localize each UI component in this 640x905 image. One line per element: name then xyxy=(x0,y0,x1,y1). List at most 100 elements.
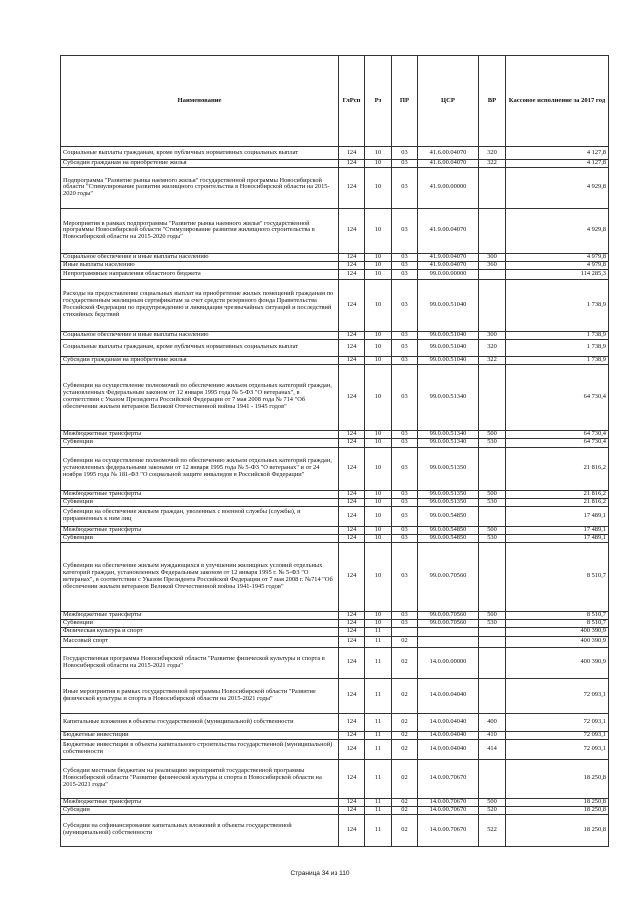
code-cell: 500 xyxy=(478,489,506,499)
code-cell: 03 xyxy=(391,533,418,543)
code-cell: 03 xyxy=(391,429,418,439)
code-cell: 03 xyxy=(391,446,418,491)
code-cell: 11 xyxy=(364,813,392,847)
code-cell: 10 xyxy=(364,146,392,160)
code-cell: 03 xyxy=(391,541,418,612)
code-cell: 99.0.00.51040 xyxy=(417,355,479,365)
code-cell: 124 xyxy=(338,446,365,491)
code-cell: 410 xyxy=(478,730,506,740)
amount: 18 250,8 xyxy=(505,758,609,799)
code-cell: 300 xyxy=(478,252,506,262)
code-cell: 530 xyxy=(478,618,506,628)
item-name: Непрограммные направления областного бюд… xyxy=(60,268,339,280)
code-cell: 14.0.00.04040 xyxy=(417,712,479,732)
item-name: Социальное обеспечение и иные выплаты на… xyxy=(60,330,339,340)
item-name: Иные выплаты населению xyxy=(60,260,339,270)
code-cell: 02 xyxy=(391,758,418,799)
amount: 72 093,1 xyxy=(505,677,609,714)
code-cell: 500 xyxy=(478,610,506,620)
code-cell: 10 xyxy=(364,497,392,507)
code-cell: 03 xyxy=(391,505,418,527)
code-cell: 124 xyxy=(338,429,365,439)
code-cell: 10 xyxy=(364,252,392,262)
item-name: Субсидии местным бюджетам на реализацию … xyxy=(60,758,339,799)
code-cell: 124 xyxy=(338,159,365,168)
table-row: Бюджетные инвестиции 124 11 02 14.0.00.04040… xyxy=(60,730,609,740)
code-cell xyxy=(478,541,506,612)
code-cell xyxy=(391,626,418,637)
item-name: Субсидии xyxy=(60,805,339,815)
item-name: Физическая культура и спорт xyxy=(60,626,339,637)
code-cell: 10 xyxy=(364,618,392,628)
header-cell: Наименование xyxy=(60,55,339,147)
budget-table: Наименование ГлРсп Рз ПР ЦСР ВР Кассовое испол… xyxy=(60,55,609,847)
code-cell: 124 xyxy=(338,533,365,543)
code-cell: 10 xyxy=(364,505,392,527)
table-row: Межбюджетные трансферты 124 10 03 99.0.00.51… xyxy=(60,429,609,439)
code-cell xyxy=(478,166,506,209)
code-cell: 99.0.00.51340 xyxy=(417,437,479,448)
table-row: Бюджетные инвестиции в объекты капитальн… xyxy=(60,738,609,760)
table-row: Субсидии гражданам на приобретение жилья… xyxy=(60,159,609,168)
code-cell xyxy=(478,278,506,332)
amount: 1 738,9 xyxy=(505,355,609,365)
code-cell: 10 xyxy=(364,260,392,270)
code-cell xyxy=(478,207,506,254)
code-cell xyxy=(478,626,506,637)
code-cell: 99.0.00.54850 xyxy=(417,533,479,543)
code-cell: 300 xyxy=(478,330,506,340)
item-name: Социальное обеспечение и иные выплаты на… xyxy=(60,252,339,262)
code-cell: 11 xyxy=(364,635,392,648)
header-cell: ГлРсп xyxy=(338,55,365,147)
code-cell: 10 xyxy=(364,159,392,168)
table-row: Субсидии гражданам на приобретение жилья… xyxy=(60,355,609,365)
table-row: Социальные выплаты гражданам, кроме публ… xyxy=(60,338,609,357)
code-cell: 02 xyxy=(391,712,418,732)
amount: 400 390,9 xyxy=(505,646,609,679)
code-cell: 124 xyxy=(338,618,365,628)
item-name: Межбюджетные трансферты xyxy=(60,797,339,807)
item-name: Капитальные вложения в объекты государст… xyxy=(60,712,339,732)
code-cell: 10 xyxy=(364,429,392,439)
code-cell: 03 xyxy=(391,166,418,209)
code-cell: 14.0.00.70670 xyxy=(417,758,479,799)
code-cell: 11 xyxy=(364,730,392,740)
code-cell: 11 xyxy=(364,797,392,807)
amount: 114 285,3 xyxy=(505,268,609,280)
code-cell: 03 xyxy=(391,610,418,620)
amount: 21 816,2 xyxy=(505,446,609,491)
code-cell: 03 xyxy=(391,260,418,270)
item-name: Социальные выплаты гражданам, кроме публ… xyxy=(60,146,339,160)
code-cell: 11 xyxy=(364,712,392,732)
amount: 1 738,9 xyxy=(505,338,609,357)
code-cell: 03 xyxy=(391,497,418,507)
code-cell: 99.0.00.51350 xyxy=(417,489,479,499)
code-cell: 10 xyxy=(364,207,392,254)
table-row: Физическая культура и спорт 124 11 400 390,… xyxy=(60,626,609,637)
table-row: Субвенции на обеспечение жильем граждан,… xyxy=(60,505,609,527)
code-cell: 322 xyxy=(478,159,506,168)
code-cell: 11 xyxy=(364,738,392,760)
amount: 4 979,8 xyxy=(505,260,609,270)
code-cell: 03 xyxy=(391,278,418,332)
table-row: Субвенции 124 10 03 99.0.00.51340 530 64 730,4 xyxy=(60,437,609,448)
amount: 72 093,1 xyxy=(505,730,609,740)
code-cell: 03 xyxy=(391,363,418,431)
code-cell: 500 xyxy=(478,525,506,535)
code-cell: 530 xyxy=(478,497,506,507)
amount: 21 816,2 xyxy=(505,489,609,499)
code-cell: 03 xyxy=(391,618,418,628)
table-row: Субвенции на обеспечение жильем нуждающи… xyxy=(60,541,609,612)
amount: 4 979,8 xyxy=(505,252,609,262)
code-cell xyxy=(478,505,506,527)
code-cell: 124 xyxy=(338,712,365,732)
table-row: Межбюджетные трансферты 124 11 02 14.0.00.70… xyxy=(60,797,609,807)
code-cell: 03 xyxy=(391,489,418,499)
code-cell: 320 xyxy=(478,338,506,357)
code-cell: 124 xyxy=(338,437,365,448)
table-row: Межбюджетные трансферты 124 10 03 99.0.00.51… xyxy=(60,489,609,499)
amount: 400 390,9 xyxy=(505,626,609,637)
item-name: Подпрограмма "Развитие рынка наемного жи… xyxy=(60,166,339,209)
code-cell: 400 xyxy=(478,712,506,732)
